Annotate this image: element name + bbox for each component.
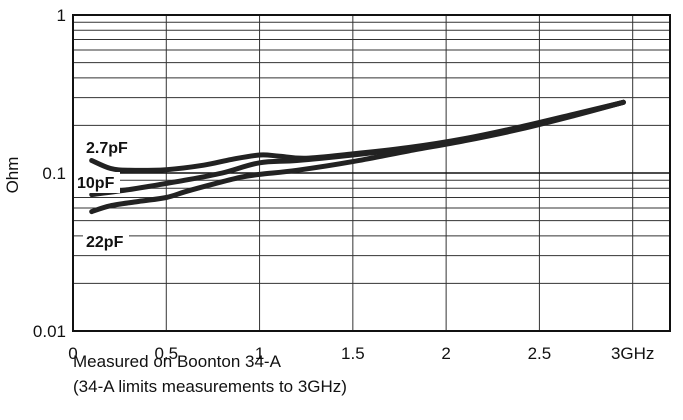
y-tick-labels: 1 0.1 0.01 [33, 6, 66, 341]
x-tick-label: 2 [441, 344, 450, 363]
series-label-bg [74, 172, 120, 193]
y-tick-label: 1 [57, 6, 66, 25]
x-tick-label: 1.5 [341, 344, 365, 363]
x-tick-labels: 0 0.5 1 1.5 2 2.5 3GHz [68, 344, 654, 363]
x-tick-label: 3GHz [611, 344, 654, 363]
series-label-10pf: 10pF [77, 175, 115, 192]
x-tick-label: 0.5 [154, 344, 178, 363]
y-tick-label: 0.01 [33, 322, 66, 341]
x-tick-label: 2.5 [528, 344, 552, 363]
plot-frame [72, 14, 671, 332]
series-label-2-7pf: 2.7pF [86, 140, 128, 157]
series-label-22pf: 22pF [86, 234, 124, 251]
y-tick-label: 0.1 [42, 164, 66, 183]
series-line-22pf [89, 99, 626, 215]
measurement-note: Measured on Boonton 34-A [73, 352, 281, 371]
series-lines [89, 99, 626, 215]
series-line-10pf [89, 99, 626, 198]
series-label-bg [83, 137, 139, 158]
grid [73, 14, 670, 332]
y-axis-label: Ohm [3, 157, 22, 194]
series-labels: 2.7pF 10pF 22pF [74, 137, 139, 252]
series-label-bg [83, 231, 129, 252]
x-tick-label: 0 [68, 344, 77, 363]
x-tick-label: 1 [255, 344, 264, 363]
measurement-limit-note: (34-A limits measurements to 3GHz) [73, 377, 347, 396]
